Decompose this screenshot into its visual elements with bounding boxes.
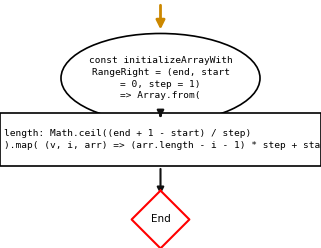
Text: const initializeArrayWith
RangeRight = (end, start
= 0, step = 1)
=> Array.from(: const initializeArrayWith RangeRight = (…: [89, 56, 232, 100]
Polygon shape: [132, 191, 189, 248]
Bar: [0, 113, 321, 166]
Text: End: End: [151, 215, 170, 224]
Ellipse shape: [61, 33, 260, 123]
Text: length: Math.ceil((end + 1 - start) / step)
).map( (v, i, arr) => (arr.length - : length: Math.ceil((end + 1 - start) / st…: [4, 129, 321, 150]
